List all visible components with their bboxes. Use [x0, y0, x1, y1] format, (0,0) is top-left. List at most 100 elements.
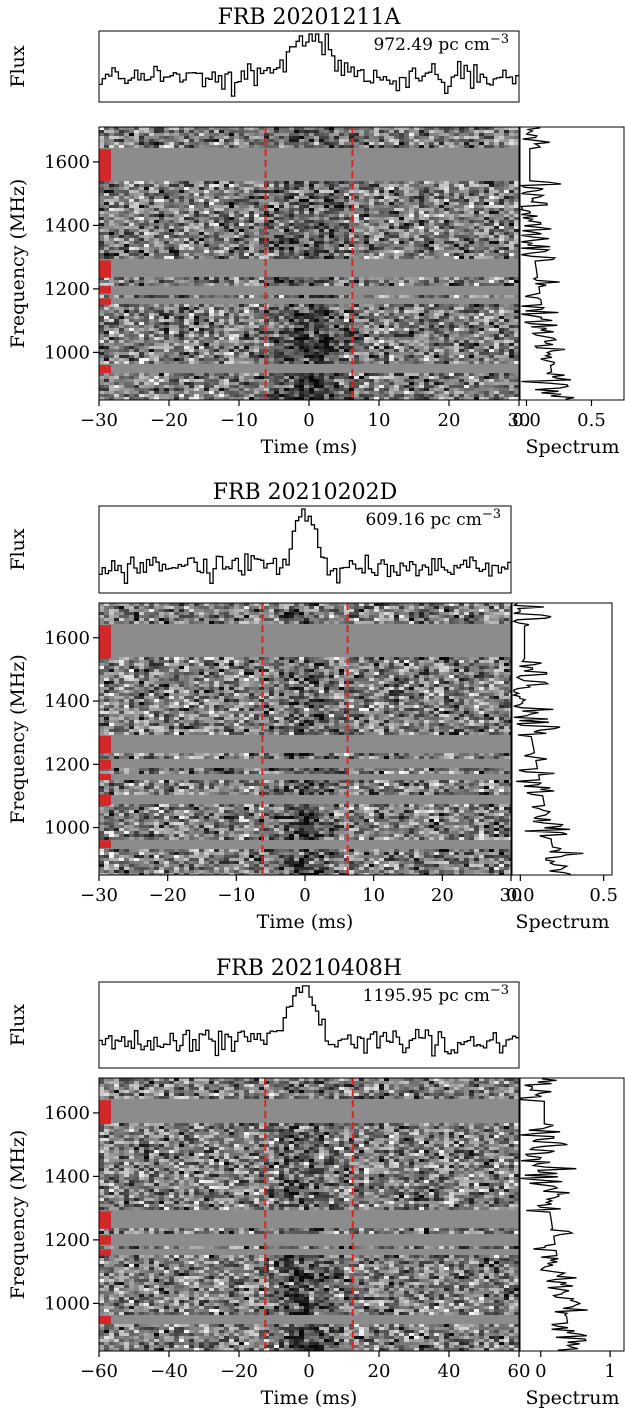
waterfall-pixel [209, 304, 214, 307]
waterfall-pixel [179, 193, 184, 196]
waterfall-pixel [329, 190, 334, 193]
waterfall-pixel [279, 220, 284, 223]
waterfall-pixel [209, 355, 214, 358]
waterfall-pixel [434, 334, 439, 337]
waterfall-pixel [259, 340, 264, 343]
waterfall-pixel [509, 241, 514, 244]
waterfall-pixel [399, 190, 404, 193]
waterfall-pixel [364, 127, 369, 130]
waterfall-pixel [429, 346, 434, 349]
waterfall-pixel [284, 256, 289, 259]
waterfall-pixel [144, 358, 149, 361]
waterfall-pixel [114, 214, 119, 217]
waterfall-pixel [119, 226, 124, 229]
waterfall-pixel [434, 127, 439, 130]
waterfall-pixel [259, 307, 264, 310]
waterfall-pixel [454, 343, 459, 346]
waterfall-pixel [209, 223, 214, 226]
waterfall-pixel [369, 355, 374, 358]
waterfall-pixel [114, 205, 119, 208]
waterfall-pixel [284, 187, 289, 190]
waterfall-pixel [174, 328, 179, 331]
waterfall-pixel [469, 283, 474, 286]
waterfall-pixel [234, 127, 239, 130]
waterfall-pixel [499, 136, 504, 139]
waterfall-pixel [154, 241, 159, 244]
waterfall-pixel [124, 307, 129, 310]
waterfall-pixel [104, 145, 109, 148]
waterfall-pixel [444, 238, 449, 241]
waterfall-pixel [289, 331, 294, 334]
waterfall-pixel [214, 226, 219, 229]
waterfall-pixel [409, 307, 414, 310]
waterfall-pixel [244, 343, 249, 346]
waterfall-pixel [234, 376, 239, 379]
waterfall-pixel [459, 295, 464, 298]
waterfall-pixel [324, 337, 329, 340]
waterfall-pixel [389, 187, 394, 190]
waterfall-pixel [279, 256, 284, 259]
waterfall-pixel [379, 184, 384, 187]
waterfall-pixel [169, 217, 174, 220]
waterfall-pixel [119, 184, 124, 187]
waterfall-pixel [429, 280, 434, 283]
waterfall-pixel [179, 277, 184, 280]
waterfall-pixel [344, 187, 349, 190]
waterfall-pixel [474, 139, 479, 142]
waterfall-pixel [254, 349, 259, 352]
waterfall-pixel [204, 127, 209, 130]
waterfall-pixel [184, 331, 189, 334]
waterfall-pixel [389, 127, 394, 130]
waterfall-pixel [494, 181, 499, 184]
waterfall-pixel [104, 199, 109, 202]
waterfall-pixel [434, 193, 439, 196]
waterfall-pixel [474, 316, 479, 319]
waterfall-pixel [184, 235, 189, 238]
waterfall-pixel [149, 349, 154, 352]
waterfall-pixel [169, 142, 174, 145]
waterfall-pixel [399, 280, 404, 283]
waterfall-pixel [469, 136, 474, 139]
waterfall-pixel [419, 376, 424, 379]
waterfall-pixel [299, 145, 304, 148]
waterfall-pixel [429, 316, 434, 319]
waterfall-pixel [309, 328, 314, 331]
waterfall-pixel [254, 334, 259, 337]
waterfall-pixel [389, 184, 394, 187]
waterfall-pixel [194, 211, 199, 214]
waterfall-pixel [284, 208, 289, 211]
waterfall-pixel [129, 130, 134, 133]
waterfall-pixel [184, 376, 189, 379]
waterfall-pixel [124, 142, 129, 145]
waterfall-pixel [339, 220, 344, 223]
waterfall-pixel [359, 193, 364, 196]
waterfall-pixel [434, 310, 439, 313]
waterfall-pixel [469, 376, 474, 379]
waterfall-pixel [324, 190, 329, 193]
waterfall-pixel [484, 235, 489, 238]
waterfall-pixel [469, 280, 474, 283]
waterfall-pixel [244, 316, 249, 319]
waterfall-pixel [379, 217, 384, 220]
waterfall-pixel [324, 340, 329, 343]
waterfall-pixel [244, 352, 249, 355]
waterfall-pixel [324, 328, 329, 331]
waterfall-pixel [289, 337, 294, 340]
waterfall-pixel [234, 130, 239, 133]
waterfall-pixel [294, 346, 299, 349]
waterfall-pixel [434, 202, 439, 205]
waterfall-pixel [439, 127, 444, 130]
waterfall-pixel [304, 334, 309, 337]
waterfall-pixel [209, 184, 214, 187]
waterfall-pixel [474, 307, 479, 310]
waterfall-pixel [224, 331, 229, 334]
waterfall-pixel [149, 280, 154, 283]
waterfall-pixel [199, 202, 204, 205]
waterfall-pixel [154, 202, 159, 205]
waterfall-pixel [369, 346, 374, 349]
waterfall-pixel [359, 232, 364, 235]
waterfall-pixel [439, 139, 444, 142]
waterfall-pixel [174, 217, 179, 220]
waterfall-pixel [189, 310, 194, 313]
waterfall-pixel [114, 232, 119, 235]
